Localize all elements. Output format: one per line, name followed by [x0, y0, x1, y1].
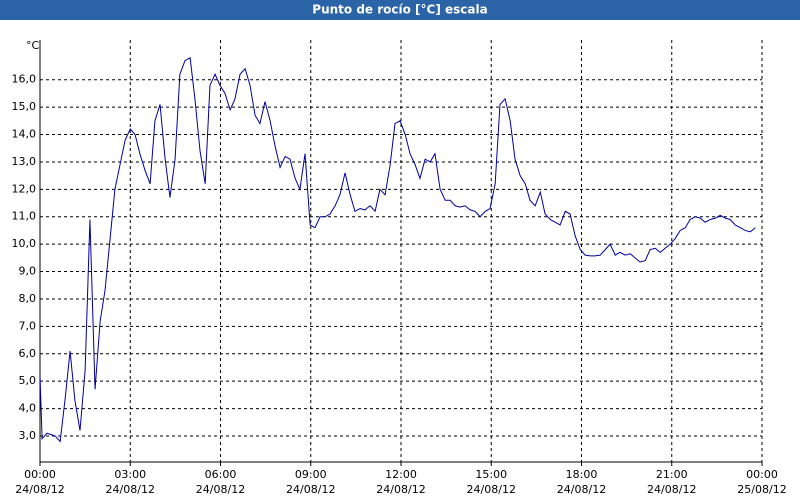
y-tick-label: 4,0: [19, 402, 37, 415]
x-tick-label: 00:00: [24, 468, 56, 481]
y-tick-label: 12,0: [12, 182, 37, 195]
y-tick-label: 9,0: [19, 265, 37, 278]
y-tick-label: 11,0: [12, 210, 37, 223]
y-tick-label: 16,0: [12, 73, 37, 86]
x-tick-label: 03:00: [114, 468, 146, 481]
data-line: [39, 57, 756, 443]
title-bar: [0, 0, 800, 20]
x-tick-label: 09:00: [295, 468, 327, 481]
y-tick-label: 13,0: [12, 155, 37, 168]
x-tick-sublabel: 24/08/12: [467, 483, 516, 496]
x-tick-sublabel: 24/08/12: [647, 483, 696, 496]
y-tick-label: 7,0: [19, 319, 37, 332]
x-tick-label: 18:00: [566, 468, 598, 481]
x-tick-label: 21:00: [656, 468, 688, 481]
x-tick-sublabel: 24/08/12: [557, 483, 606, 496]
x-tick-label: 12:00: [385, 468, 417, 481]
y-tick-label: 6,0: [19, 347, 37, 360]
x-tick-label: 15:00: [475, 468, 507, 481]
x-tick-sublabel: 25/08/12: [737, 483, 786, 496]
x-tick-sublabel: 24/08/12: [15, 483, 64, 496]
chart-title: Punto de rocío [°C] escala: [312, 3, 487, 17]
y-tick-label: 5,0: [19, 374, 37, 387]
y-tick-label: 14,0: [12, 128, 37, 141]
y-tick-label: 3,0: [19, 429, 37, 442]
x-tick-label: 00:00: [746, 468, 778, 481]
x-tick-label: 06:00: [205, 468, 237, 481]
x-tick-sublabel: 24/08/12: [196, 483, 245, 496]
x-tick-sublabel: 24/08/12: [286, 483, 335, 496]
y-tick-label: 8,0: [19, 292, 37, 305]
x-tick-sublabel: 24/08/12: [376, 483, 425, 496]
y-tick-label: 10,0: [12, 237, 37, 250]
y-tick-label: 15,0: [12, 100, 37, 113]
x-tick-sublabel: 24/08/12: [106, 483, 155, 496]
y-unit: °C: [26, 39, 40, 52]
